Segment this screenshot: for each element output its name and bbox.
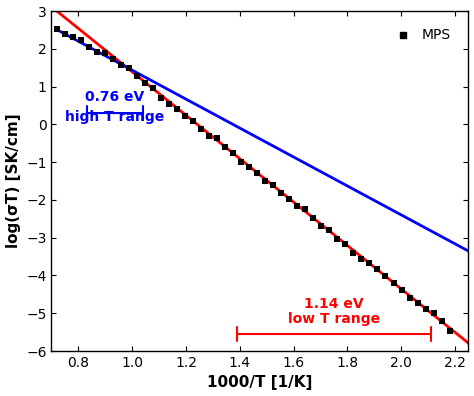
Legend: MPS: MPS [386, 25, 453, 44]
Point [318, 223, 325, 229]
Point [430, 310, 438, 317]
Text: 0.76 eV: 0.76 eV [85, 90, 144, 104]
Point [446, 327, 454, 334]
Y-axis label: log(σT) [SK/cm]: log(σT) [SK/cm] [6, 114, 20, 248]
Point [365, 260, 373, 266]
Text: 1.14 eV: 1.14 eV [304, 297, 364, 310]
Point [141, 80, 149, 86]
Point [310, 215, 317, 221]
Point [205, 133, 213, 139]
Point [69, 34, 77, 40]
Point [293, 203, 301, 209]
Point [61, 31, 69, 37]
Point [285, 196, 293, 202]
Point [374, 265, 381, 272]
Point [237, 159, 245, 165]
Point [398, 286, 405, 293]
Point [246, 164, 253, 170]
Point [173, 106, 181, 112]
Point [229, 150, 237, 156]
Point [93, 48, 100, 55]
Point [165, 101, 173, 107]
Point [342, 240, 349, 247]
Point [422, 306, 429, 312]
Text: high T range: high T range [65, 110, 164, 124]
Point [254, 169, 261, 176]
Point [53, 26, 61, 32]
Point [262, 178, 269, 184]
Point [414, 300, 421, 307]
Point [406, 295, 413, 301]
Point [270, 182, 277, 188]
Text: low T range: low T range [288, 312, 380, 326]
Point [125, 65, 133, 72]
Point [301, 206, 309, 212]
Point [197, 126, 205, 132]
Point [189, 117, 197, 124]
Point [390, 280, 397, 286]
Point [109, 55, 117, 62]
Point [213, 135, 221, 141]
Point [133, 73, 141, 80]
Point [350, 250, 357, 257]
Point [358, 256, 365, 262]
Point [149, 85, 157, 91]
Point [277, 190, 285, 196]
Point [221, 144, 229, 150]
X-axis label: 1000/T [1/K]: 1000/T [1/K] [207, 375, 313, 390]
Point [438, 318, 446, 324]
Point [326, 227, 333, 233]
Point [382, 273, 389, 279]
Point [77, 37, 85, 44]
Point [101, 50, 109, 56]
Point [117, 62, 125, 68]
Point [334, 236, 341, 242]
Point [182, 113, 189, 119]
Point [85, 44, 93, 50]
Point [157, 95, 165, 101]
